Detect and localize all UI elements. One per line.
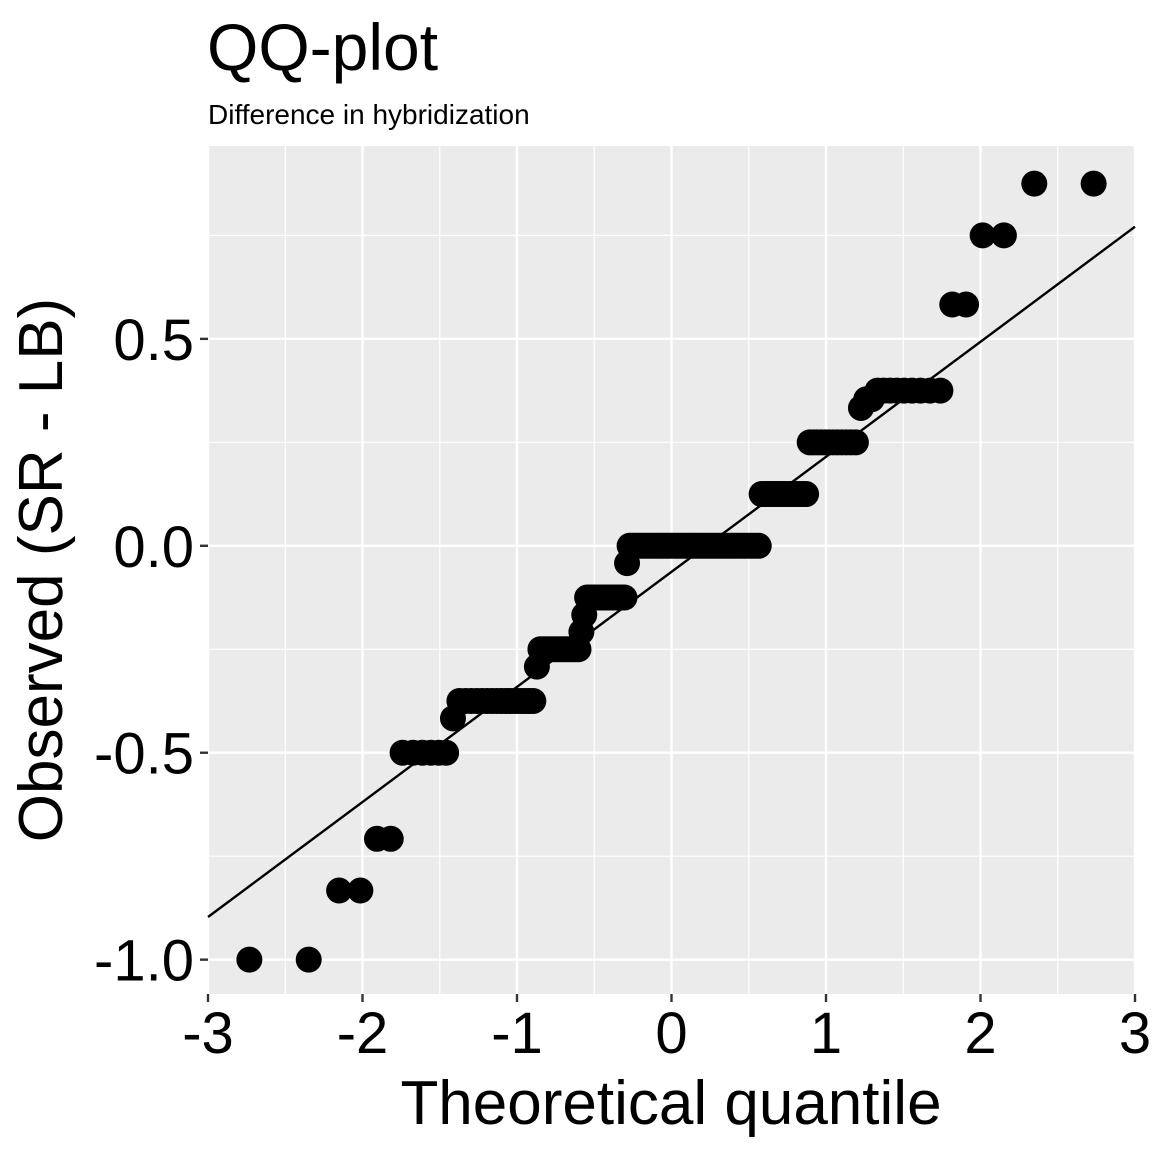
data-points (236, 170, 1107, 973)
data-point (326, 877, 353, 904)
y-tick-label: 0.0 (113, 515, 194, 580)
y-tick-label: -0.5 (94, 722, 194, 787)
data-point (842, 429, 869, 456)
data-point (611, 584, 638, 611)
x-axis: -3 -2 -1 0 1 2 3 (182, 994, 1151, 1066)
data-point (295, 946, 322, 973)
x-tick-label: -2 (337, 1001, 389, 1066)
data-point (347, 877, 374, 904)
data-point (990, 222, 1017, 249)
x-tick-label: -1 (491, 1001, 543, 1066)
data-point (927, 377, 954, 404)
data-point (1080, 170, 1107, 197)
data-point (236, 946, 263, 973)
y-axis: -1.0 -0.5 0.0 0.5 (94, 308, 208, 994)
reference-line (207, 225, 1136, 918)
chart-title: QQ-plot (207, 10, 438, 84)
data-point (377, 825, 404, 852)
x-axis-title: Theoretical quantile (400, 1069, 941, 1138)
gridlines (206, 146, 1137, 994)
data-point (520, 687, 547, 714)
x-tick-label: 3 (1119, 1001, 1151, 1066)
reference-line-group (207, 225, 1136, 918)
data-point (793, 481, 820, 508)
data-point (433, 739, 460, 766)
y-tick-label: -1.0 (94, 929, 194, 994)
chart-subtitle: Difference in hybridization (208, 99, 530, 130)
data-point (745, 532, 772, 559)
x-tick-label: 2 (964, 1001, 996, 1066)
data-point (969, 222, 996, 249)
y-tick-label: 0.5 (113, 308, 194, 373)
data-point (1021, 170, 1048, 197)
x-tick-label: 1 (810, 1001, 842, 1066)
x-tick-label: -3 (182, 1001, 234, 1066)
x-tick-label: 0 (655, 1001, 687, 1066)
y-axis-title: Observed (SR - LB) (7, 298, 76, 842)
data-point (953, 291, 980, 318)
